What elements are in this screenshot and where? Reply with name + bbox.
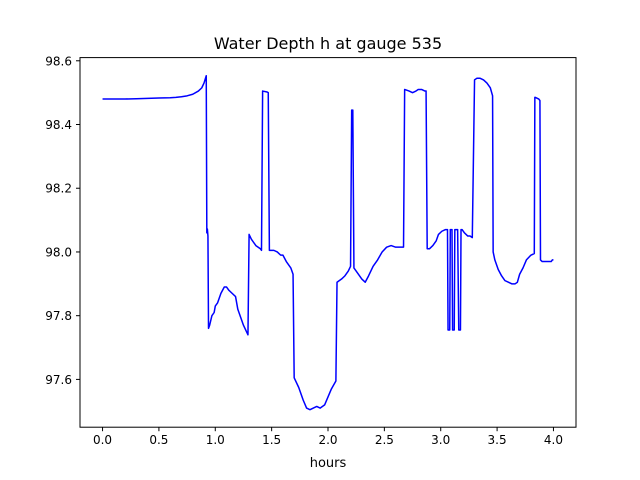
x-tick-label: 1.0 [206,433,225,447]
axes-frame [79,57,577,428]
y-tick-label: 98.2 [45,182,72,196]
x-tick-label: 2.5 [375,433,394,447]
plot-area [102,75,554,411]
x-axis: 0.0 0.5 1.0 1.5 2.0 2.5 3.0 3.5 4.0 [93,427,563,447]
y-tick-label: 98.6 [45,54,72,68]
x-tick-label: 3.5 [488,433,507,447]
x-axis-label: hours [310,456,347,471]
x-tick-label: 0.0 [93,433,112,447]
y-tick-label: 98.4 [45,118,72,132]
x-tick-label: 1.5 [262,433,281,447]
x-tick-label: 2.0 [318,433,337,447]
y-tick-label: 98.0 [45,245,72,259]
x-tick-label: 0.5 [149,433,168,447]
y-tick-label: 97.8 [45,309,72,323]
series-line [102,75,554,411]
x-tick-label: 3.0 [431,433,450,447]
y-tick-label: 97.6 [45,373,72,387]
chart-title: Water Depth h at gauge 535 [214,34,442,53]
x-tick-label: 4.0 [544,433,563,447]
y-axis: 97.6 97.8 98.0 98.2 98.4 98.6 [45,54,80,387]
